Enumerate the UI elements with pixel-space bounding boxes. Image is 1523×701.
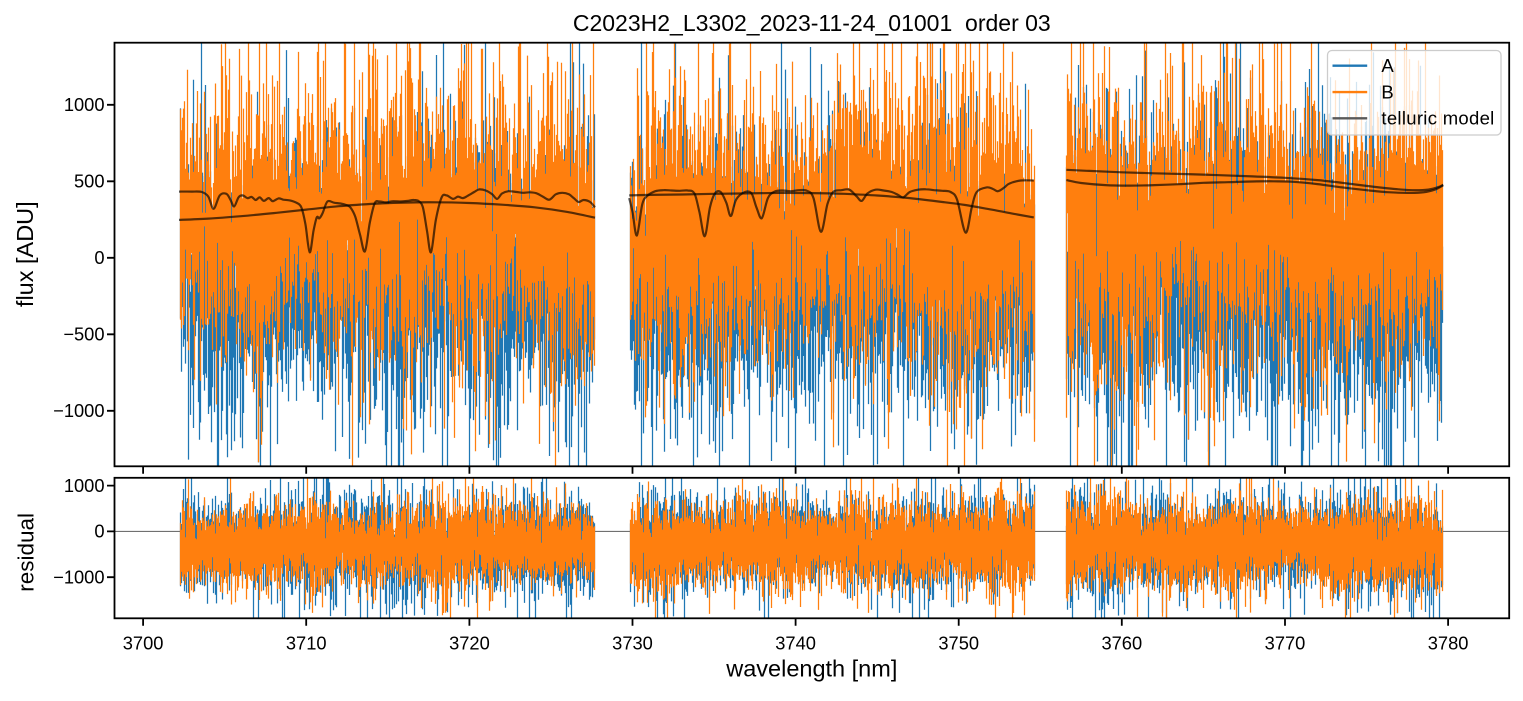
svg-text:3750: 3750 bbox=[938, 633, 979, 654]
svg-text:3710: 3710 bbox=[286, 633, 327, 654]
svg-text:−1000: −1000 bbox=[53, 400, 104, 421]
svg-text:3760: 3760 bbox=[1101, 633, 1142, 654]
svg-text:telluric model: telluric model bbox=[1381, 108, 1494, 129]
svg-text:flux [ADU]: flux [ADU] bbox=[12, 201, 38, 307]
svg-text:wavelength [nm]: wavelength [nm] bbox=[725, 655, 897, 681]
svg-text:C2023H2_L3302_2023-11-24_01001: C2023H2_L3302_2023-11-24_01001 order 03 bbox=[573, 10, 1051, 36]
svg-text:3720: 3720 bbox=[449, 633, 490, 654]
svg-text:3780: 3780 bbox=[1428, 633, 1469, 654]
svg-text:residual: residual bbox=[14, 513, 39, 592]
svg-text:1000: 1000 bbox=[64, 475, 105, 496]
svg-text:0: 0 bbox=[94, 521, 104, 542]
svg-text:A: A bbox=[1381, 55, 1394, 76]
svg-text:−1000: −1000 bbox=[53, 567, 104, 588]
svg-text:3700: 3700 bbox=[123, 633, 164, 654]
svg-text:B: B bbox=[1381, 81, 1394, 102]
svg-text:3770: 3770 bbox=[1265, 633, 1306, 654]
svg-text:0: 0 bbox=[94, 247, 104, 268]
svg-text:3730: 3730 bbox=[612, 633, 653, 654]
svg-text:3740: 3740 bbox=[775, 633, 816, 654]
svg-text:1000: 1000 bbox=[64, 94, 105, 115]
svg-text:−500: −500 bbox=[63, 324, 104, 345]
svg-text:500: 500 bbox=[74, 171, 105, 192]
